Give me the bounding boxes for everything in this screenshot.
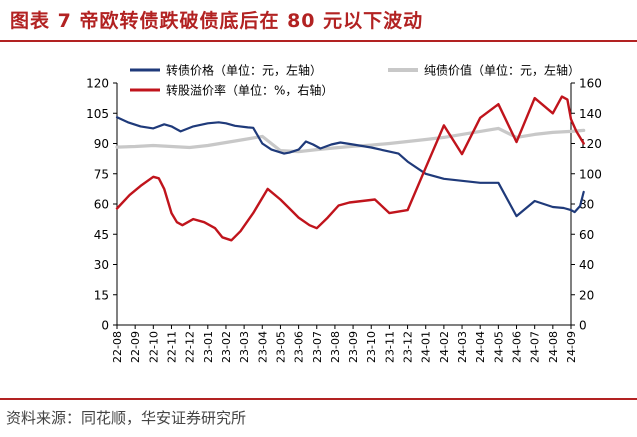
x-tick-label: 24-09 (565, 331, 578, 363)
x-tick-label: 23-07 (311, 331, 324, 363)
x-tick-label: 22-11 (165, 331, 178, 363)
axes: 0 15 30 45 60 75 90 105 120 0 20 40 60 80 100 120 140 160… (86, 77, 602, 363)
y-left-tick-label: 90 (94, 137, 109, 151)
y-right-tick-label: 20 (579, 288, 594, 302)
figure-title: 图表 7 帝欧转债跌破债底后在 80 元以下波动 (10, 10, 424, 32)
y-right-tick-label: 160 (579, 77, 602, 91)
legend-label-pure-bond-value: 纯债价值（单位：元，左轴） (424, 63, 580, 78)
series-line-convertible-price (115, 116, 585, 218)
x-tick-label: 22-10 (147, 331, 160, 363)
x-tick-label: 22-12 (184, 331, 197, 363)
legend-label-convertible-price: 转债价格（单位：元，左轴） (166, 63, 322, 78)
source-note: 资料来源：同花顺，华安证券研究所 (6, 409, 247, 427)
y-right-tick-label: 40 (579, 258, 594, 272)
series-layer (115, 95, 586, 242)
y-left-tick-label: 30 (94, 258, 109, 272)
series-line-pure-bond-value (115, 126, 586, 154)
y-left-tick-label: 105 (86, 107, 109, 121)
x-tick-label: 23-10 (365, 331, 378, 363)
source-rule (0, 398, 637, 400)
x-tick-label: 23-11 (383, 331, 396, 363)
y-right-tick-label: 140 (579, 107, 602, 121)
x-tick-label: 24-02 (438, 331, 451, 363)
x-tick-label: 23-04 (256, 331, 269, 363)
y-right-tick-label: 120 (579, 137, 602, 151)
title-rule (0, 40, 637, 42)
x-tick-label: 23-03 (238, 331, 251, 363)
x-tick-label: 23-01 (202, 331, 215, 363)
x-tick-label: 24-06 (511, 331, 524, 363)
legend-label-conversion-premium: 转股溢价率（单位：%，右轴） (166, 83, 333, 98)
y-right-tick-label: 0 (579, 319, 587, 333)
y-right-tick-label: 60 (579, 228, 594, 242)
x-tick-label: 24-08 (547, 331, 560, 363)
x-tick-label: 23-06 (293, 331, 306, 363)
x-tick-label: 24-07 (529, 331, 542, 363)
y-right-tick-label: 80 (579, 198, 594, 212)
chart: 转债价格（单位：元，左轴） 纯债价值（单位：元，左轴） 转股溢价率（单位：%，右… (86, 63, 602, 363)
x-tick-label: 24-04 (474, 331, 487, 363)
x-tick-label: 24-05 (492, 331, 505, 363)
y-left-tick-label: 15 (94, 288, 109, 302)
x-tick-label: 24-01 (420, 331, 433, 363)
y-left-tick-label: 45 (94, 228, 109, 242)
series-line-conversion-premium (115, 95, 585, 242)
x-tick-label: 24-03 (456, 331, 469, 363)
legend: 转债价格（单位：元，左轴） 纯债价值（单位：元，左轴） 转股溢价率（单位：%，右… (130, 63, 580, 98)
x-tick-label: 23-09 (347, 331, 360, 363)
x-tick-label: 23-08 (329, 331, 342, 363)
y-left-tick-label: 0 (101, 319, 109, 333)
x-tick-label: 23-02 (220, 331, 233, 363)
x-tick-label: 23-05 (274, 331, 287, 363)
x-tick-label: 23-12 (402, 331, 415, 363)
y-right-tick-label: 100 (579, 167, 602, 181)
x-tick-label: 22-09 (129, 331, 142, 363)
y-left-tick-label: 120 (86, 77, 109, 91)
y-left-tick-label: 60 (94, 198, 109, 212)
y-left-tick-label: 75 (94, 167, 109, 181)
x-tick-label: 22-08 (111, 331, 124, 363)
